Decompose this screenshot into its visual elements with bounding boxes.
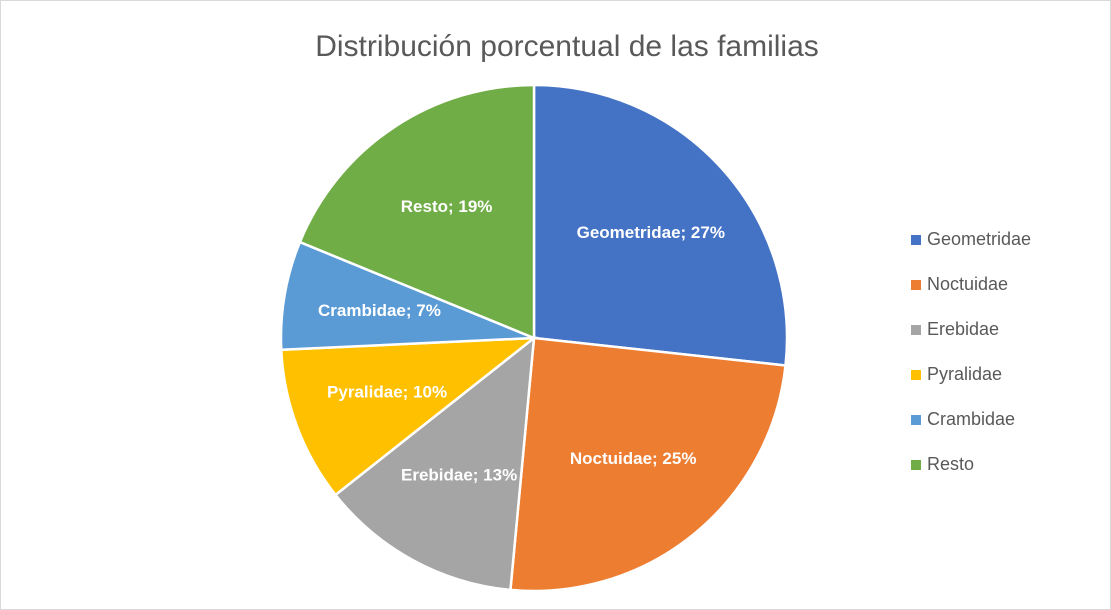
legend-label: Geometridae <box>927 229 1031 249</box>
legend-swatch <box>911 235 921 245</box>
pie-slice <box>279 240 535 352</box>
slice-label: Pyralidae; 10% <box>327 382 447 401</box>
legend-label: Pyralidae <box>927 364 1002 384</box>
legend-swatch <box>911 325 921 335</box>
slice-label: Resto; 19% <box>401 197 493 216</box>
pie-slice <box>333 335 536 592</box>
pie-slice <box>279 336 538 497</box>
legend-label: Crambidae <box>927 409 1015 429</box>
slice-label: Crambidae; 7% <box>318 301 441 320</box>
legend-swatch <box>911 460 921 470</box>
legend-swatch <box>911 280 921 290</box>
pie-slice <box>509 336 787 593</box>
pie-slice <box>532 83 789 367</box>
pie-slice <box>298 83 536 340</box>
legend-label: Resto <box>927 454 974 474</box>
legend-label: Noctuidae <box>927 274 1008 294</box>
slice-label: Noctuidae; 25% <box>570 449 697 468</box>
chart-title: Distribución porcentual de las familias <box>315 30 819 63</box>
slice-label: Geometridae; 27% <box>577 223 725 242</box>
legend-label: Erebidae <box>927 319 999 339</box>
legend-swatch <box>911 415 921 425</box>
slice-label: Erebidae; 13% <box>401 465 517 484</box>
legend-swatch <box>911 370 921 380</box>
